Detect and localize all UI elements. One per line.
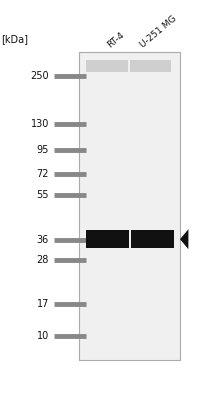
Text: 72: 72 [36,169,49,179]
Text: 130: 130 [31,119,49,129]
Bar [131,230,174,248]
Polygon shape [180,229,188,249]
Text: 28: 28 [37,255,49,265]
Text: [kDa]: [kDa] [1,34,28,44]
Text: 17: 17 [37,299,49,309]
Bar [79,52,180,360]
Text: 10: 10 [37,331,49,341]
Text: 250: 250 [30,71,49,81]
Text: 95: 95 [37,145,49,155]
Bar [86,230,129,248]
Text: U-251 MG: U-251 MG [138,14,178,50]
Bar [86,60,128,72]
Text: 36: 36 [37,235,49,245]
Text: 55: 55 [36,190,49,200]
Bar [130,60,171,72]
Text: RT-4: RT-4 [105,31,126,50]
